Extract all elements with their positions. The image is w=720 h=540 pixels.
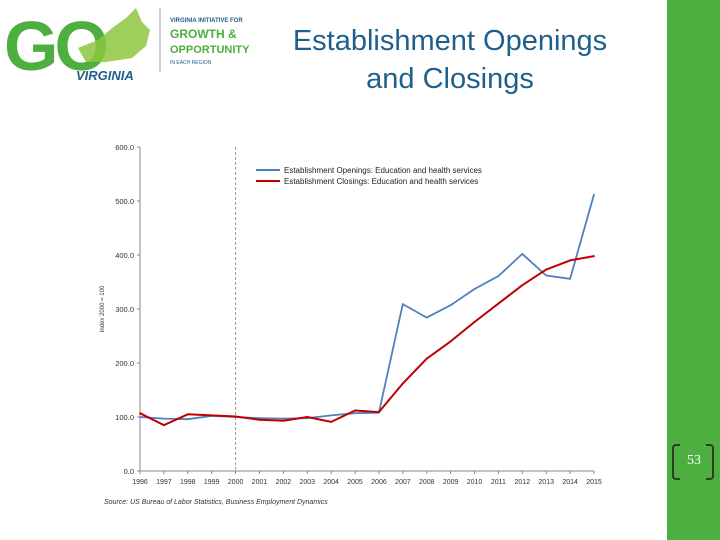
data-point-openings [473, 288, 476, 290]
logo-tagline-1: VIRGINIA INITIATIVE FOR [170, 18, 243, 24]
data-point-openings [354, 412, 356, 415]
data-point-openings [330, 414, 333, 417]
y-tick-label: 0.0 [124, 467, 134, 476]
data-point-closings [545, 268, 548, 271]
data-point-closings [162, 424, 165, 426]
data-point-closings [139, 412, 141, 415]
y-tick-label: 600.0 [115, 143, 134, 152]
data-point-closings [258, 418, 261, 421]
x-tick-label: 2014 [562, 479, 578, 486]
data-point-closings [282, 419, 285, 422]
series-line-openings [139, 194, 595, 421]
y-tick-label: 300.0 [115, 305, 134, 314]
data-point-closings [569, 259, 572, 262]
data-point-closings [186, 413, 189, 416]
logo-tagline-4: IN EACH REGION [170, 60, 212, 66]
chart: 0.0 100.0 200.0 300.0 400.0 500.0 600.0 1996 199… [96, 130, 606, 510]
slide-title: Establishment Openings and Closings [292, 25, 608, 95]
logo: GO VIRGINIA VIRGINIA INITIATIVE FOR GROW… [0, 0, 290, 90]
logo-tagline-3: OPPORTUNITY [170, 44, 250, 56]
data-point-openings [497, 275, 500, 277]
page-bracket-right [706, 444, 714, 480]
data-point-openings [593, 193, 595, 196]
x-tick-label: 2003 [299, 479, 315, 486]
data-point-openings [449, 304, 452, 307]
y-axis-label: Index 2000 = 100 [100, 285, 106, 332]
x-tick-label: 2006 [371, 479, 387, 486]
data-point-closings [378, 411, 380, 414]
x-tick-label: 2001 [252, 479, 268, 486]
data-point-closings [593, 255, 595, 257]
y-tick-label: 200.0 [115, 359, 134, 368]
x-tick-label: 2008 [419, 479, 435, 486]
x-tick-label: 2000 [228, 479, 244, 486]
x-tick-label: 2007 [395, 479, 411, 486]
legend-label: Establishment Closings: Education and he… [284, 177, 478, 186]
data-point-closings [330, 420, 333, 423]
data-point-closings [497, 302, 500, 305]
data-point-openings [569, 277, 572, 280]
x-tick-label: 1999 [204, 479, 220, 486]
data-point-closings [449, 340, 452, 343]
y-tick-label: 100.0 [115, 413, 134, 422]
virginia-shape-icon [78, 8, 150, 62]
x-tick-label: 2005 [347, 479, 363, 486]
x-tick-label: 2009 [443, 479, 459, 486]
data-point-openings [282, 417, 285, 420]
logo-tagline-2: GROWTH & [170, 27, 237, 41]
chart-source: Source: US Bureau of Labor Statistics, B… [104, 499, 328, 506]
data-point-closings [401, 382, 404, 385]
data-point-openings [401, 303, 404, 306]
x-tick-label: 2012 [515, 479, 531, 486]
legend-label: Establishment Openings: Education and he… [284, 166, 482, 175]
x-tick-label: 2013 [538, 479, 554, 486]
data-point-closings [306, 416, 309, 418]
x-tick-label: 2010 [467, 479, 483, 486]
y-tick-label: 500.0 [115, 197, 134, 206]
data-point-closings [210, 414, 213, 417]
data-point-openings [162, 417, 165, 420]
page-bracket-left [672, 444, 680, 480]
chart-svg: 0.0 100.0 200.0 300.0 400.0 500.0 600.0 1996 199… [100, 143, 602, 506]
page-number: 53 [687, 453, 701, 468]
x-tick-label: 2004 [323, 479, 339, 486]
x-tick-label: 2002 [276, 479, 292, 486]
data-point-openings [258, 417, 261, 419]
data-point-closings [425, 357, 428, 360]
data-point-openings [186, 418, 189, 421]
data-point-closings [354, 409, 356, 412]
green-band [667, 0, 720, 540]
data-point-closings [473, 321, 476, 323]
data-point-openings [545, 274, 548, 277]
data-point-openings [425, 316, 428, 319]
x-tick-label: 1996 [132, 479, 148, 486]
data-point-openings [139, 416, 141, 418]
x-tick-label: 1997 [156, 479, 172, 486]
y-tick-label: 400.0 [115, 251, 134, 260]
x-tick-label: 2011 [491, 479, 506, 486]
data-point-closings [234, 415, 237, 418]
data-point-closings [521, 284, 524, 287]
logo-state: VIRGINIA [76, 68, 134, 83]
data-point-openings [521, 253, 524, 255]
series-line-closings [139, 255, 595, 427]
x-tick-label: 2015 [586, 479, 602, 486]
x-tick-label: 1998 [180, 479, 196, 486]
